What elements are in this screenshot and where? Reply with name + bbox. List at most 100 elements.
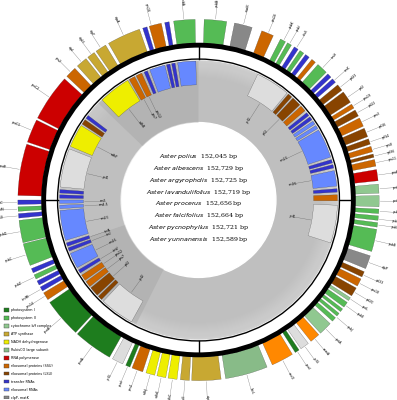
- Text: rpl23: rpl23: [349, 72, 358, 80]
- Wedge shape: [60, 195, 83, 198]
- Text: rps12: rps12: [114, 249, 124, 257]
- Text: ndhC: ndhC: [168, 392, 172, 400]
- Wedge shape: [44, 281, 68, 300]
- Wedge shape: [112, 338, 133, 364]
- Circle shape: [110, 111, 287, 289]
- Wedge shape: [247, 74, 287, 111]
- Wedge shape: [67, 68, 91, 93]
- Circle shape: [73, 75, 324, 325]
- Wedge shape: [270, 39, 285, 62]
- Circle shape: [60, 61, 337, 339]
- Text: atpB: atpB: [205, 394, 209, 400]
- Circle shape: [62, 63, 335, 337]
- Text: petB: petB: [393, 199, 397, 203]
- Wedge shape: [77, 316, 121, 357]
- Wedge shape: [86, 116, 107, 132]
- Text: petA: petA: [334, 337, 342, 345]
- Bar: [4, 396, 9, 399]
- Text: rps2: rps2: [54, 56, 62, 64]
- Circle shape: [114, 115, 283, 285]
- Circle shape: [121, 122, 276, 278]
- Text: cemA: cemA: [322, 347, 330, 357]
- Wedge shape: [82, 120, 104, 137]
- Text: psbA: psbA: [215, 0, 220, 6]
- Text: transfer RNAs: transfer RNAs: [11, 380, 34, 384]
- Circle shape: [111, 112, 286, 288]
- Text: rpl2: rpl2: [358, 84, 366, 91]
- Wedge shape: [38, 79, 82, 129]
- Text: rps12: rps12: [154, 109, 161, 119]
- Wedge shape: [291, 117, 312, 134]
- Text: rpl33: rpl33: [374, 279, 384, 286]
- Text: rps19: rps19: [363, 93, 373, 101]
- Wedge shape: [103, 284, 143, 322]
- Wedge shape: [273, 94, 292, 115]
- Wedge shape: [79, 258, 100, 273]
- Text: clpP: clpP: [381, 265, 389, 272]
- Text: rps3: rps3: [374, 111, 382, 118]
- Text: rps4: rps4: [128, 383, 134, 391]
- Text: psbB: psbB: [387, 242, 396, 247]
- Circle shape: [94, 96, 303, 304]
- Circle shape: [108, 109, 289, 291]
- Bar: [4, 380, 9, 384]
- Wedge shape: [319, 85, 342, 105]
- Text: trnK: trnK: [343, 65, 351, 72]
- Text: psbE: psbE: [355, 312, 364, 320]
- Wedge shape: [298, 130, 331, 164]
- Wedge shape: [166, 64, 175, 88]
- Circle shape: [86, 87, 311, 313]
- Circle shape: [69, 70, 328, 330]
- Wedge shape: [60, 209, 89, 240]
- Wedge shape: [146, 350, 160, 375]
- Wedge shape: [37, 270, 60, 285]
- Circle shape: [83, 84, 314, 316]
- Wedge shape: [314, 195, 337, 201]
- Text: $\it{Aster\ polius}$  152,045 bp: $\it{Aster\ polius}$ 152,045 bp: [159, 152, 238, 161]
- Text: photosystem II: photosystem II: [11, 316, 35, 320]
- Text: rps18: rps18: [370, 287, 380, 295]
- Text: psbH: psbH: [392, 210, 397, 215]
- Wedge shape: [304, 307, 330, 333]
- Wedge shape: [283, 106, 305, 126]
- Circle shape: [61, 62, 336, 338]
- Wedge shape: [331, 276, 356, 296]
- Text: rpl36: rpl36: [387, 149, 396, 155]
- Circle shape: [118, 120, 279, 280]
- Text: trnS: trnS: [303, 29, 309, 37]
- Circle shape: [66, 67, 331, 333]
- Text: ATP synthase: ATP synthase: [11, 332, 33, 336]
- Wedge shape: [276, 43, 291, 66]
- Bar: [4, 348, 9, 352]
- Wedge shape: [126, 344, 139, 367]
- Text: rpoA: rpoA: [391, 170, 397, 175]
- Wedge shape: [334, 110, 358, 127]
- Circle shape: [85, 86, 312, 314]
- Bar: [4, 316, 9, 320]
- Circle shape: [104, 106, 293, 294]
- Wedge shape: [310, 164, 334, 174]
- Text: petL: petL: [360, 305, 369, 312]
- Text: petD: petD: [393, 185, 397, 190]
- Text: psbA: psbA: [180, 0, 185, 6]
- Text: psaI: psaI: [303, 362, 310, 370]
- Circle shape: [98, 100, 299, 300]
- Wedge shape: [108, 29, 147, 64]
- Text: $\it{Aster\ albescens}$  152,729 bp: $\it{Aster\ albescens}$ 152,729 bp: [153, 164, 244, 173]
- Wedge shape: [98, 280, 118, 300]
- Text: ndhB: ndhB: [137, 120, 145, 129]
- Wedge shape: [346, 139, 370, 152]
- Circle shape: [79, 81, 318, 319]
- Wedge shape: [34, 265, 58, 279]
- Bar: [4, 364, 9, 368]
- Wedge shape: [253, 31, 274, 57]
- Text: RNA polymerase: RNA polymerase: [11, 356, 39, 360]
- Circle shape: [65, 66, 332, 334]
- Text: $\it{Aster\ procerus}$  152,656 bp: $\it{Aster\ procerus}$ 152,656 bp: [154, 200, 243, 208]
- Circle shape: [74, 76, 323, 324]
- Text: ndhK: ndhK: [155, 390, 160, 399]
- Circle shape: [115, 116, 282, 284]
- Text: $\it{Aster\ lavandulifolius}$  152,719 bp: $\it{Aster\ lavandulifolius}$ 152,719 bp: [146, 188, 251, 196]
- Wedge shape: [165, 22, 173, 46]
- Wedge shape: [315, 79, 335, 98]
